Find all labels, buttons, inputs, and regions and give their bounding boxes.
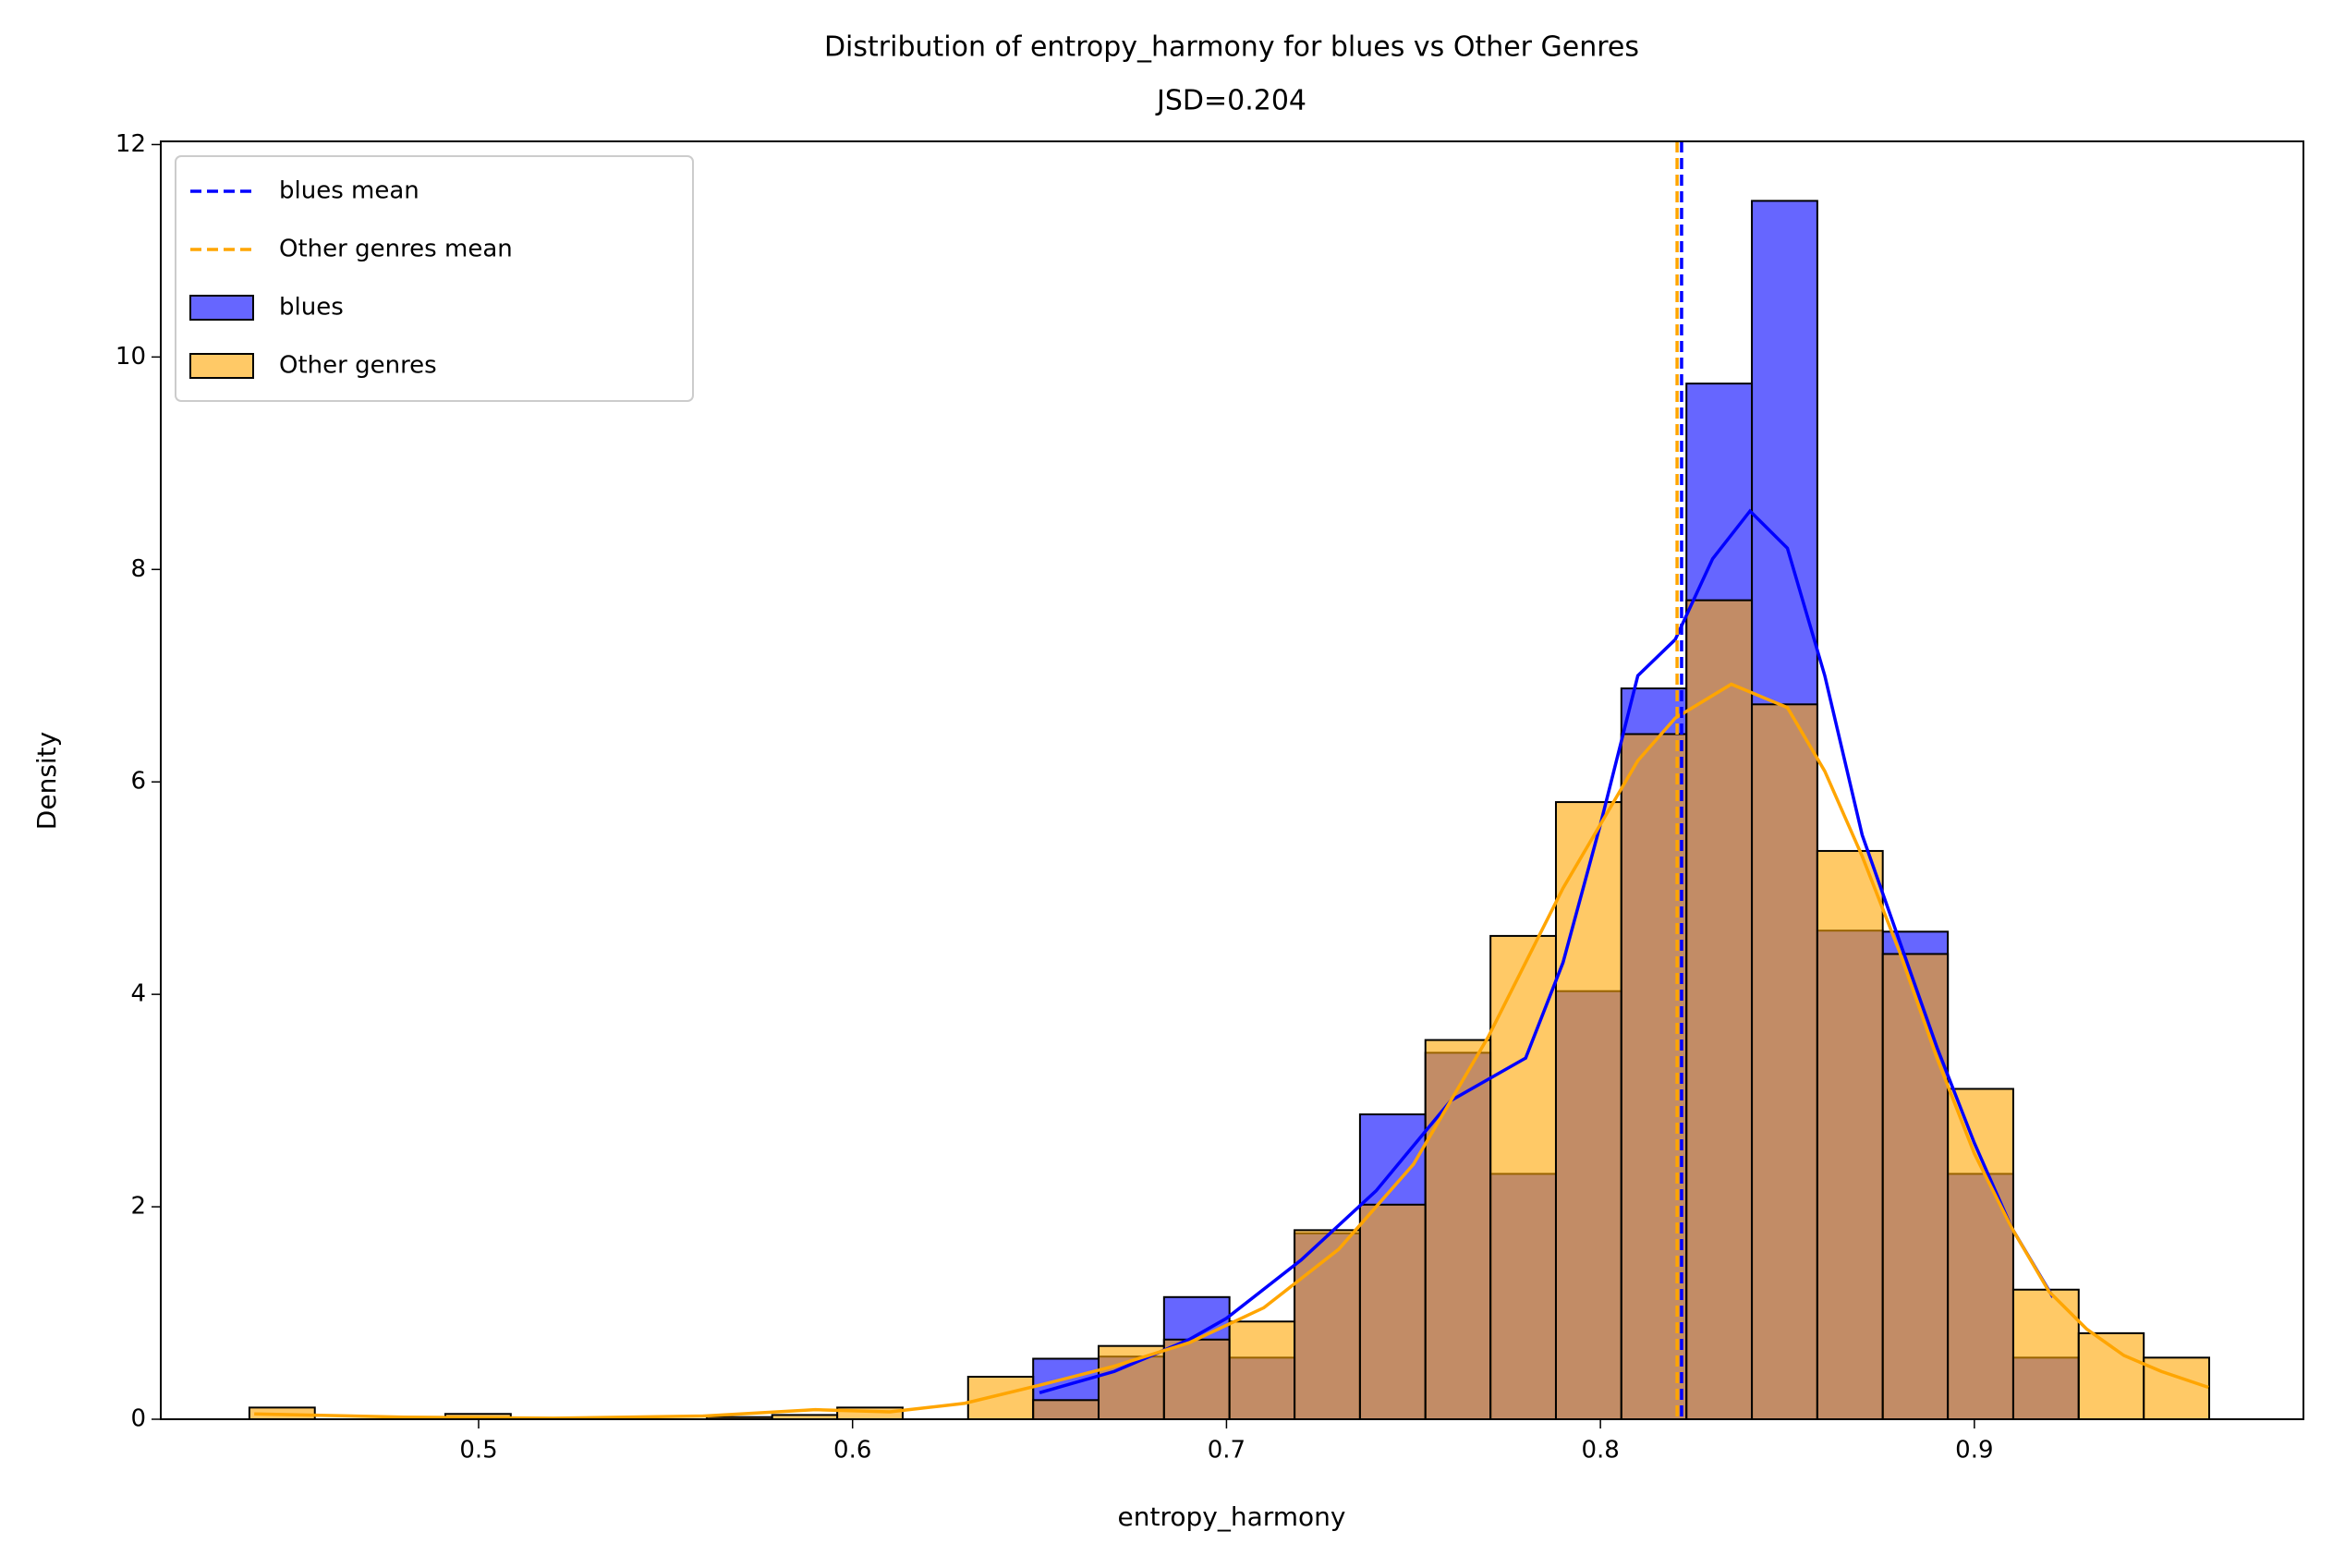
chart-subtitle: JSD=0.204 <box>1155 85 1306 117</box>
histogram-bar <box>1032 1399 1100 1421</box>
y-tick-label: 12 <box>115 130 146 158</box>
x-tick-label: 0.5 <box>459 1437 497 1465</box>
histogram-bar <box>1685 599 1754 1420</box>
histogram-bar <box>1881 953 1950 1421</box>
x-tick-label: 0.7 <box>1208 1437 1245 1465</box>
kde-line <box>254 682 2209 1420</box>
legend-box <box>175 155 694 402</box>
x-tick-label: 0.8 <box>1581 1437 1619 1465</box>
histogram-bar <box>1554 801 1622 1420</box>
x-axis-label: entropy_harmony <box>1118 1501 1346 1532</box>
chart-title: Distribution of entropy_harmony for blue… <box>824 31 1639 64</box>
legend-label: Other genres mean <box>279 236 513 263</box>
histogram-bar <box>1751 703 1818 1420</box>
y-tick-label: 8 <box>130 555 146 583</box>
legend-label: blues <box>279 294 344 322</box>
histogram-bar <box>1947 1088 2014 1420</box>
legend: blues mean Other genres mean blues Other ge… <box>175 155 694 402</box>
y-axis-label: Density <box>31 732 62 830</box>
legend-label: blues mean <box>279 177 419 205</box>
plot-frame <box>160 140 2304 1420</box>
x-tick-label: 0.6 <box>833 1437 871 1465</box>
histogram-bar <box>1228 1320 1296 1420</box>
histogram-bar <box>1162 1338 1231 1421</box>
y-tick-label: 6 <box>130 768 146 796</box>
histogram-bar <box>1816 849 1884 1420</box>
kde-line <box>1039 508 2055 1394</box>
legend-label: Other genres <box>279 352 437 380</box>
x-tick-label: 0.9 <box>1955 1437 1993 1465</box>
histogram-bar <box>1294 1229 1361 1420</box>
y-tick-label: 4 <box>130 980 146 1008</box>
histogram-bar <box>966 1376 1035 1421</box>
histogram-bar <box>2011 1288 2080 1420</box>
histogram-bar <box>1098 1344 1165 1420</box>
legend-swatch <box>189 353 254 379</box>
legend-swatch <box>189 295 254 321</box>
y-tick-label: 0 <box>130 1405 146 1433</box>
histogram-bar <box>1489 934 1557 1420</box>
histogram-bar <box>1358 1203 1427 1420</box>
y-tick-label: 2 <box>130 1193 146 1221</box>
y-tick-label: 10 <box>115 343 146 371</box>
